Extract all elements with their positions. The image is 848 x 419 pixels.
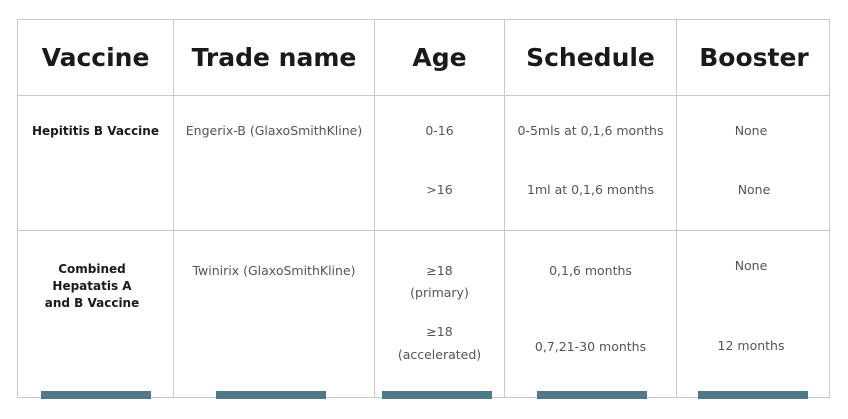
column-accent-bar [537,391,647,399]
age-value: ≥18 [426,324,453,339]
header-schedule: Schedule [526,43,655,72]
column-divider [374,20,375,397]
booster-value: 12 months [717,338,785,353]
column-accent-bar [41,391,151,399]
vaccine-table: Vaccine Trade name Age Schedule Booster … [17,19,830,399]
column-divider [504,20,505,397]
header-booster: Booster [699,43,809,72]
column-accent-bar [698,391,808,399]
trade-name: Twinirix (GlaxoSmithKline) [192,263,356,278]
row-divider [18,230,829,231]
column-accent-bar [382,391,492,399]
age-value: >16 [426,182,453,197]
column-divider [173,20,174,397]
header-trade-name: Trade name [191,43,357,72]
age-value: ≥18 [426,263,453,278]
header-vaccine: Vaccine [41,43,150,72]
trade-name: Engerix-B (GlaxoSmithKline) [185,123,363,138]
age-note: (primary) [410,285,469,300]
row-divider [18,95,829,96]
booster-value: None [734,123,768,138]
column-accent-bar [216,391,326,399]
vaccine-name-line: Hepatatis A [52,279,132,293]
header-age: Age [412,43,467,72]
schedule-value: 1ml at 0,1,6 months [527,182,654,197]
schedule-value: 0,1,6 months [549,263,632,278]
vaccine-name: Hepititis B Vaccine [32,124,159,138]
age-note: (accelerated) [397,347,482,362]
schedule-value: 0,7,21-30 months [534,339,647,354]
booster-value: None [734,258,768,273]
schedule-value: 0-5mls at 0,1,6 months [517,123,664,138]
vaccine-name-line: Combined [58,262,126,276]
column-divider [676,20,677,397]
age-value: 0-16 [425,123,454,138]
booster-value: None [737,182,771,197]
vaccine-name-line: and B Vaccine [44,296,140,310]
